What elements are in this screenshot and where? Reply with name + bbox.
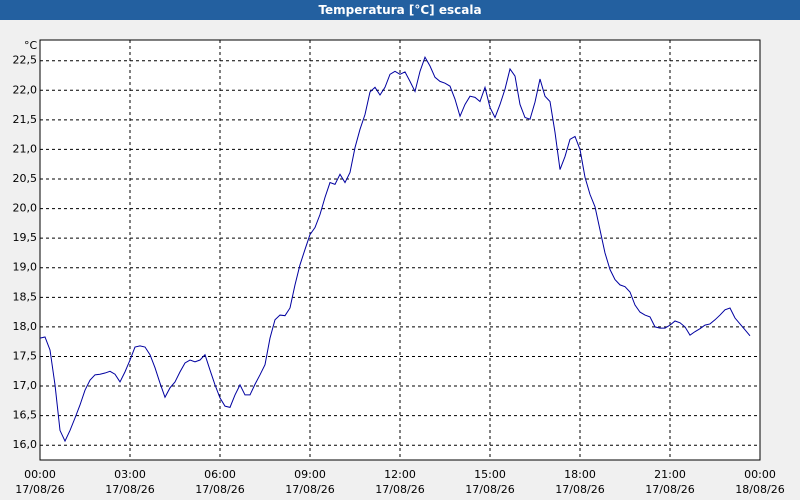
x-tick-label: 03:00 17/08/26: [105, 468, 155, 496]
y-tick-label: 18,5: [13, 290, 38, 303]
x-tick-label: 00:00 17/08/26: [15, 468, 65, 496]
x-tick-label: 21:00 17/08/26: [645, 468, 695, 496]
y-tick-label: 20,0: [13, 202, 38, 215]
x-tick-label: 00:00 18/08/26: [735, 468, 785, 496]
y-tick-label: 17,5: [13, 349, 38, 362]
y-tick-label: 17,0: [13, 379, 38, 392]
y-tick-label: 22,0: [13, 83, 38, 96]
y-tick-label: 21,5: [13, 113, 38, 126]
y-tick-label: 21,0: [13, 142, 38, 155]
x-tick-label: 15:00 17/08/26: [465, 468, 515, 496]
x-tick-label: 12:00 17/08/26: [375, 468, 425, 496]
title-bar: Temperatura [°C] escala: [0, 0, 800, 20]
y-tick-label: 16,0: [13, 438, 38, 451]
y-tick-label: 19,0: [13, 261, 38, 274]
y-tick-label: 16,5: [13, 409, 38, 422]
y-tick-label: 20,5: [13, 172, 38, 185]
y-tick-label: 19,5: [13, 231, 38, 244]
data-line: [39, 55, 751, 443]
y-tick-label: 22,5: [13, 54, 38, 67]
x-tick-label: 09:00 17/08/26: [285, 468, 335, 496]
x-tick-label: 06:00 17/08/26: [195, 468, 245, 496]
x-tick-label: 18:00 17/08/26: [555, 468, 605, 496]
y-tick-label: 18,0: [13, 320, 38, 333]
y-unit: °C: [24, 39, 38, 52]
